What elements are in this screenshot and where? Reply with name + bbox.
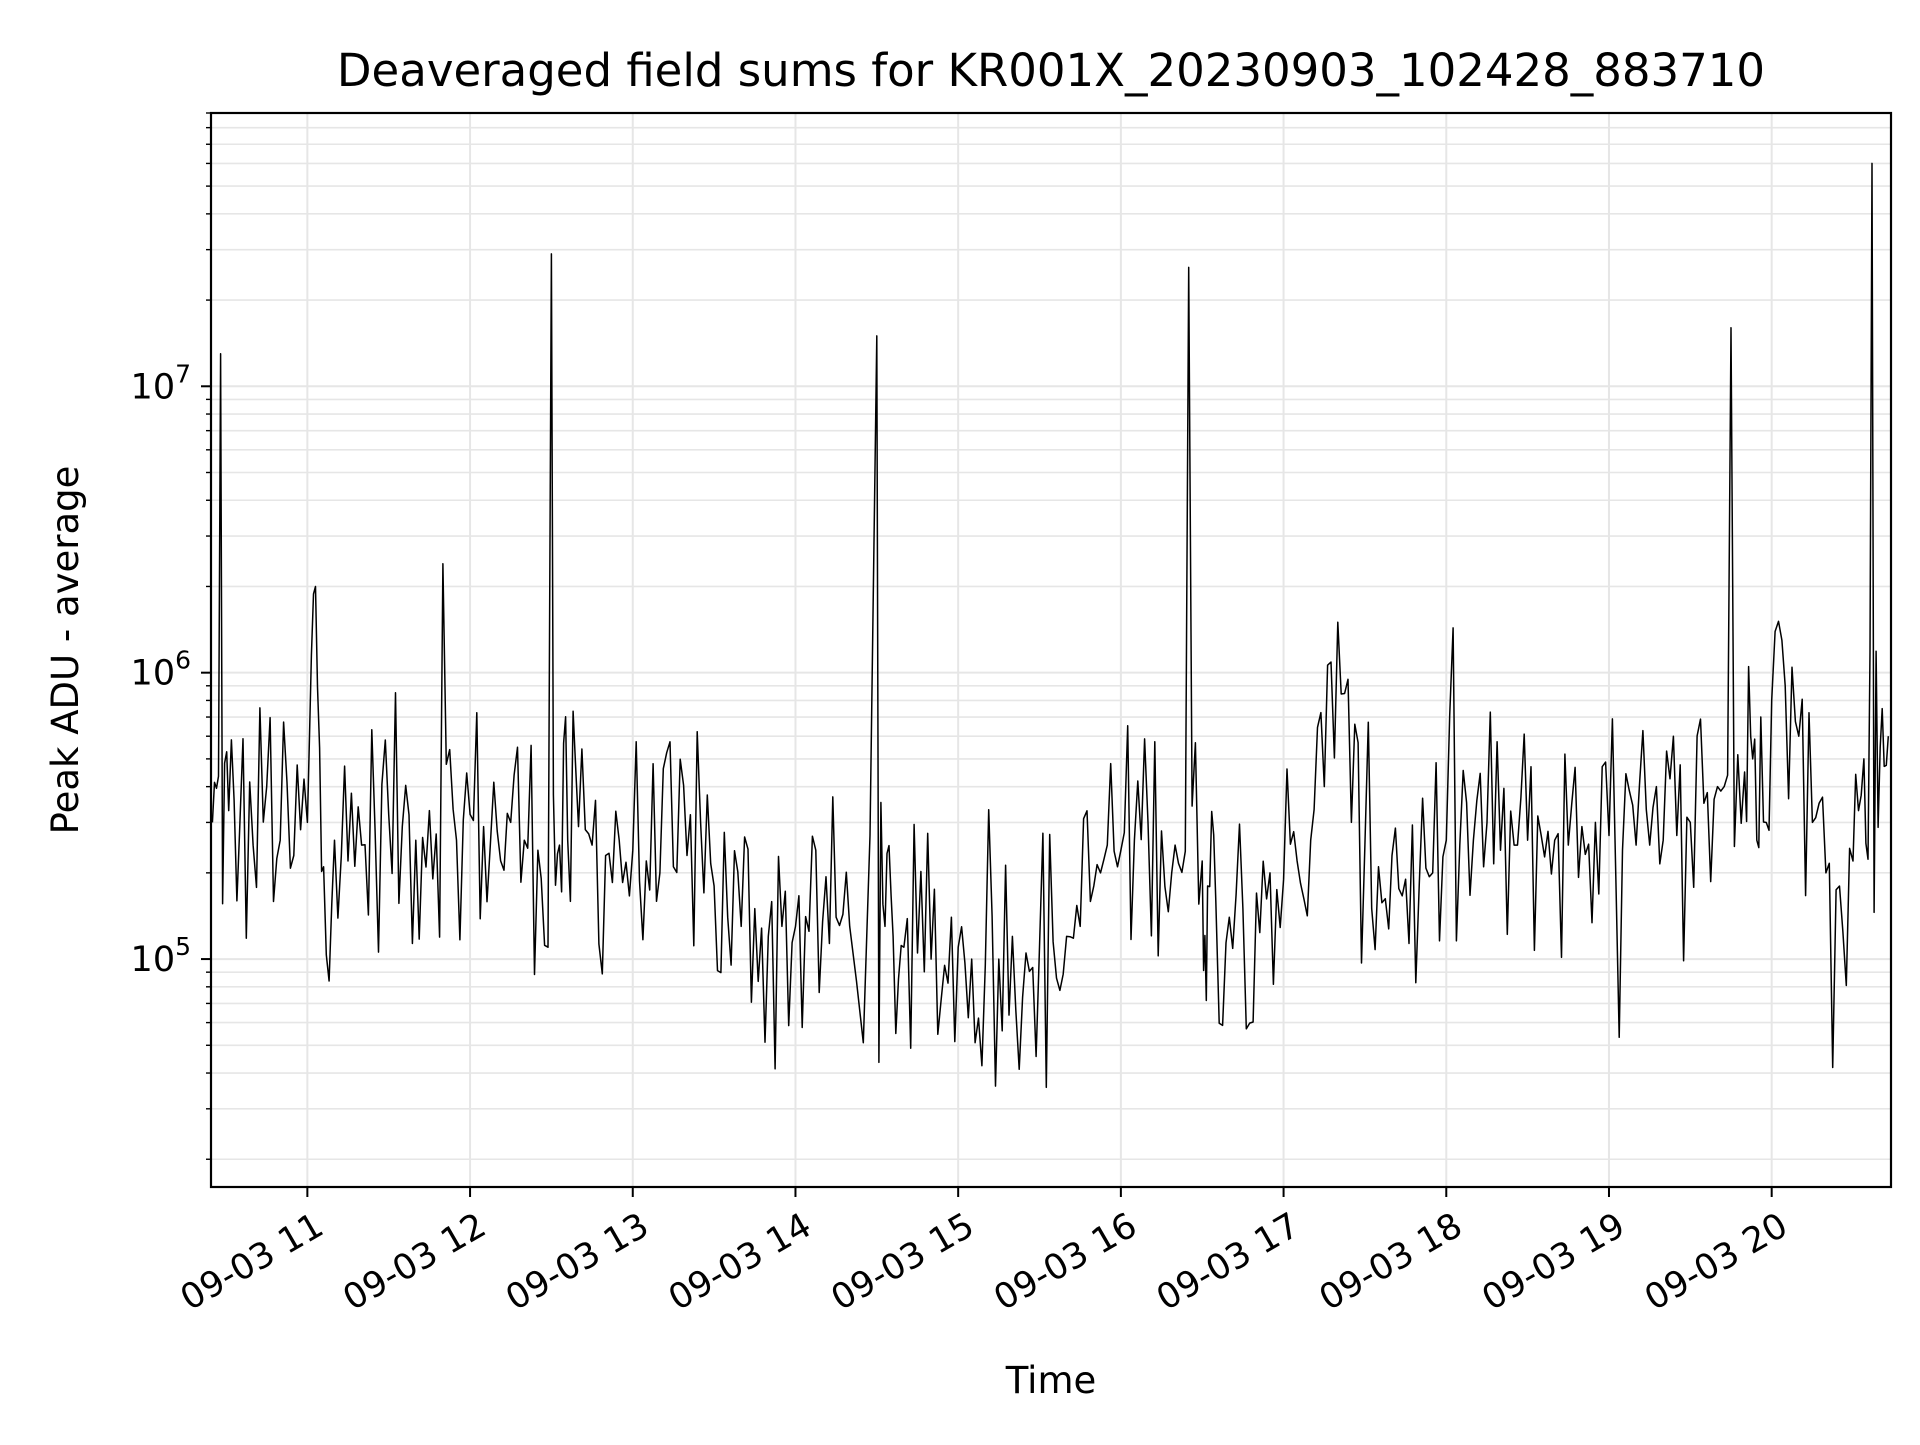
y-tick-label: 107 bbox=[131, 359, 191, 407]
y-axis-title: Peak ADU - average bbox=[44, 466, 87, 835]
y-tick-exponent: 7 bbox=[175, 359, 191, 388]
y-tick-exponent: 5 bbox=[175, 932, 191, 961]
y-tick-label: 105 bbox=[131, 932, 191, 980]
y-tick-base: 10 bbox=[131, 367, 176, 407]
y-tick-base: 10 bbox=[131, 654, 176, 694]
y-tick-label: 106 bbox=[131, 646, 191, 694]
series-layer bbox=[211, 162, 1890, 1089]
y-tick-exponent: 6 bbox=[175, 646, 191, 675]
series-line bbox=[211, 162, 1890, 1089]
y-tick-base: 10 bbox=[131, 940, 176, 980]
grid bbox=[211, 112, 1891, 1187]
plot-frame bbox=[209, 111, 1893, 1189]
chart-title: Deaveraged field sums for KR001X_2023090… bbox=[337, 44, 1765, 97]
x-axis-title: Time bbox=[1005, 1359, 1097, 1402]
